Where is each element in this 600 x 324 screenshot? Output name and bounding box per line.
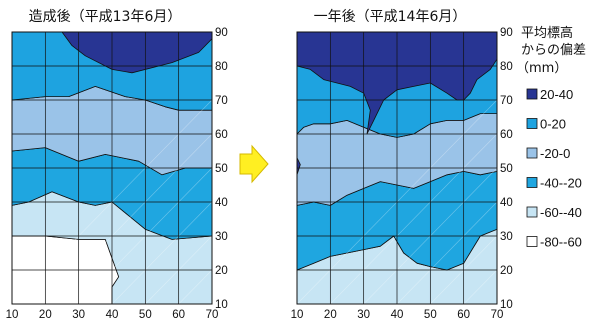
y-tick-label: 60: [500, 129, 513, 141]
y-tick-label: 90: [215, 27, 228, 39]
x-tick-label: 60: [457, 309, 470, 321]
y-tick-label: 50: [500, 163, 513, 175]
x-tick-label: 30: [72, 309, 85, 321]
y-tick-label: 30: [500, 231, 513, 243]
diagonal-line: [330, 133, 498, 305]
y-tick-label: 20: [215, 265, 228, 277]
legend-swatch: [526, 118, 538, 129]
legend-label: 0-20: [540, 117, 566, 132]
legend-title-line-3: （mm）: [516, 61, 567, 76]
left-contour-chart: 10 20 30 40 50 60 70 90 80 70 60 50 40 30 20 10: [6, 27, 246, 324]
legend-label: -40--20: [540, 176, 582, 191]
x-tick-label: 70: [491, 309, 504, 321]
x-tick-label: 40: [106, 309, 119, 321]
plot-frame: [11, 31, 213, 305]
diagonal-line: [510, 303, 531, 324]
x-tick-label: 10: [6, 309, 19, 321]
right-contour-chart: 10 20 30 40 50 60 70 90 80 70 60 50 40 30 20 10: [291, 27, 531, 324]
legend-label: -80--60: [540, 235, 582, 250]
x-tick-label: 30: [357, 309, 370, 321]
legend-swatch: [526, 147, 538, 159]
y-tick-label: 70: [500, 95, 513, 107]
legend-swatch: [526, 236, 538, 247]
x-tick-label: 40: [391, 309, 404, 321]
x-tick-label: 20: [324, 309, 337, 321]
legend-swatch: [526, 206, 538, 218]
legend-title-line-2: からの偏差: [521, 43, 586, 58]
diagonal-line: [225, 303, 246, 324]
y-tick-label: 10: [500, 299, 513, 311]
legend-label: -20-0: [540, 146, 570, 161]
x-tick-label: 60: [172, 309, 185, 321]
legend: 平均標高 からの偏差 （mm） 20-40 0-20 -20-0 -40--20 -60…: [516, 25, 586, 250]
y-tick-label: 90: [500, 27, 513, 39]
x-tick-label: 70: [206, 309, 219, 321]
legend-swatch: [526, 88, 538, 100]
plot-frame: [296, 31, 498, 305]
diagonal-line: [463, 269, 498, 305]
right-chart-title: 一年後（平成14年6月）: [314, 9, 467, 25]
legend-label: 20-40: [540, 87, 573, 102]
diagonal-line: [178, 269, 213, 305]
y-tick-label: 70: [215, 95, 228, 107]
diagonal-line: [45, 133, 213, 305]
y-tick-label: 20: [500, 265, 513, 277]
x-tick-label: 50: [424, 309, 437, 321]
legend-label: -60--40: [540, 205, 582, 220]
x-tick-label: 20: [39, 309, 52, 321]
y-tick-label: 50: [215, 163, 228, 175]
y-tick-label: 60: [215, 129, 228, 141]
diagonal-line: [111, 201, 213, 305]
right-arrow-icon: [239, 144, 269, 184]
legend-title-line-1: 平均標高: [521, 25, 573, 41]
y-tick-label: 40: [500, 197, 513, 209]
y-tick-label: 80: [500, 61, 513, 73]
x-tick-label: 50: [139, 309, 152, 321]
y-tick-label: 40: [215, 197, 228, 209]
y-tick-label: 80: [215, 61, 228, 73]
x-tick-label: 10: [291, 309, 304, 321]
legend-swatch: [526, 177, 538, 188]
left-chart-title: 造成後（平成13年6月）: [29, 9, 182, 25]
y-tick-label: 10: [215, 299, 228, 311]
diagonal-line: [396, 201, 498, 305]
y-tick-label: 30: [215, 231, 228, 243]
